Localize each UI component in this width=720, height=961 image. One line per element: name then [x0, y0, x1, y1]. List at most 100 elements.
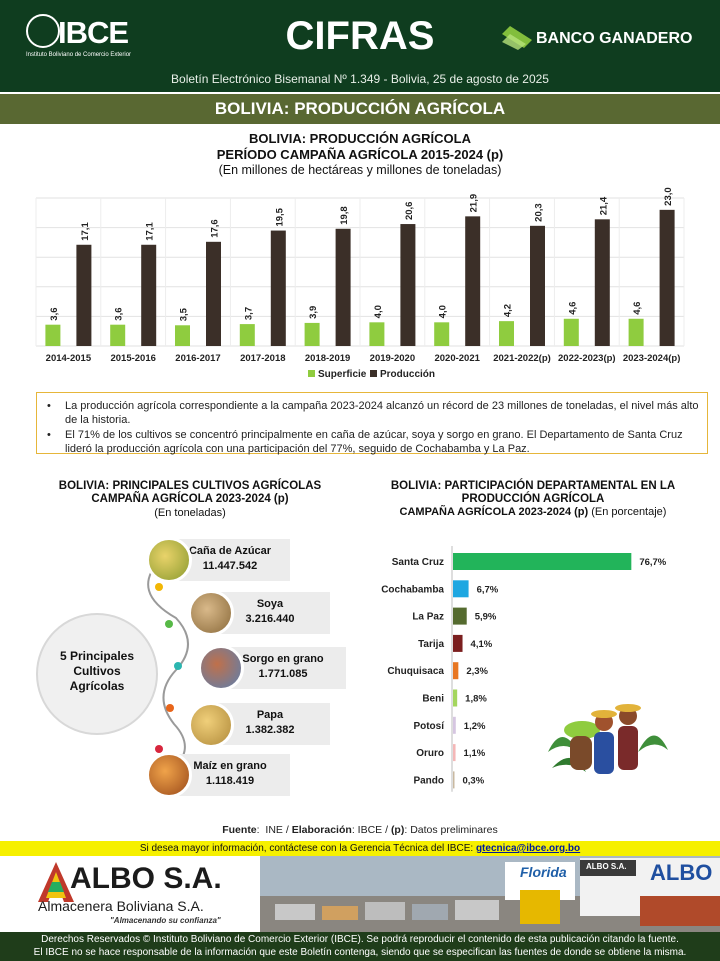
bar-produccion: [465, 216, 481, 346]
crops-connector-curve: [147, 559, 189, 777]
albo-slogan: "Almacenando su confianza": [110, 916, 221, 925]
x-tick-label: 2016-2017: [175, 353, 220, 364]
crop-dot: [174, 662, 182, 670]
legend-swatch: [370, 370, 377, 377]
source-line: Fuente: INE / Elaboración: IBCE / (p): D…: [222, 824, 498, 836]
elaboracion-label: Elaboración: [291, 824, 352, 836]
data-label: 17,1: [145, 222, 156, 241]
crop-value: 1.382.382: [245, 724, 295, 736]
dept-title-2: PRODUCCIÓN AGRÍCOLA: [461, 493, 605, 505]
crop-dot: [155, 583, 163, 591]
dept-label: Tarija: [418, 639, 444, 650]
data-label: 20,6: [404, 202, 415, 221]
data-label: 3,5: [179, 307, 190, 321]
crops-title-2: CAMPAÑA AGRÍCOLA 2023-2024 (p): [91, 493, 289, 505]
chart-title: BOLIVIA: PRODUCCIÓN AGRÍCOLA: [249, 131, 471, 146]
center-label-line: Agrícolas: [69, 679, 125, 693]
crop-name: Caña de Azúcar: [188, 545, 272, 557]
data-label: 19,8: [339, 206, 350, 225]
sorghum-icon: [198, 645, 244, 691]
x-tick-label: 2019-2020: [370, 353, 415, 364]
data-label: 4,6: [632, 302, 643, 315]
dept-value-label: 1,2%: [464, 721, 486, 732]
dept-bar: [453, 553, 632, 570]
data-label: 3,6: [49, 307, 60, 320]
x-tick-label: 2014-2015: [46, 353, 92, 364]
bar-superficie: [110, 324, 126, 346]
banco-ganadero-logo: BANCO GANADERO: [500, 26, 700, 52]
note-item: El 71% de los cultivos se concentró prin…: [45, 428, 699, 456]
department-bar-chart: Santa Cruz 76,7% Cochabamba 6,7% La Paz 5,9% T…: [381, 546, 667, 792]
data-label: 3,7: [243, 307, 254, 320]
dept-bar: [453, 716, 456, 734]
data-label: 17,1: [80, 222, 91, 241]
dept-label: Beni: [422, 694, 444, 705]
bank-stripes-icon: [502, 26, 532, 50]
legend-swatch: [308, 370, 315, 377]
production-bar-chart: 3,6 17,1 2014-2015 3,6 17,1 2015-2016 3,5 17,6 2…: [35, 187, 685, 380]
bar-produccion: [530, 225, 545, 346]
dept-label: Santa Cruz: [392, 557, 444, 568]
chart-subtitle: PERÍODO CAMPAÑA AGRÍCOLA 2015-2024 (p): [216, 147, 504, 162]
crop-dot: [155, 745, 163, 753]
x-tick-label: 2023-2024(p): [623, 353, 681, 364]
data-label: 19,5: [274, 207, 285, 226]
fuente-label: Fuente: [222, 824, 257, 836]
data-label: 3,6: [114, 307, 125, 320]
dept-label: Cochabamba: [381, 584, 444, 595]
dept-bar: [453, 580, 469, 598]
legal-footer: Derechos Reservados © Instituto Bolivian…: [0, 932, 720, 961]
section-title: BOLIVIA: PRODUCCIÓN AGRÍCOLA: [214, 99, 506, 118]
page-header: IBCE Instituto Boliviano de Comercio Ext…: [0, 0, 720, 92]
soybean-icon: [188, 590, 234, 636]
bar-produccion: [206, 241, 221, 346]
crops-title-1: BOLIVIA: PRINCIPALES CULTIVOS AGRÍCOLAS: [58, 480, 322, 492]
banner-background: [0, 856, 720, 932]
sugarcane-icon: [146, 537, 192, 583]
dept-bar: [453, 744, 456, 762]
fuente-value: INE: [265, 824, 283, 836]
email-link[interactable]: gtecnica@ibce.org.bo: [475, 843, 581, 854]
albo-logo-icon: [38, 862, 74, 902]
crops-center-circle: 5 Principales Cultivos Agrícolas: [36, 613, 158, 735]
data-label: 4,6: [567, 302, 578, 315]
dept-value-label: 2,3%: [466, 666, 488, 677]
ibce-logo-subtitle: Instituto Boliviano de Comercio Exterior: [26, 52, 132, 58]
crop-dot: [165, 620, 173, 628]
dept-label: Oruro: [416, 748, 444, 759]
farmers-illustration: [548, 704, 668, 774]
x-tick-label: 2018-2019: [305, 353, 350, 364]
dept-title-3-row: CAMPAÑA AGRÍCOLA 2023-2024 (p) (En porce…: [368, 506, 698, 519]
dept-label: La Paz: [412, 612, 444, 623]
dept-value-label: 6,7%: [477, 584, 499, 595]
crops-unit: (En toneladas): [154, 507, 226, 519]
dept-unit: (En porcentaje): [591, 506, 667, 518]
potato-icon: [188, 702, 234, 748]
section-title-band: BOLIVIA: PRODUCCIÓN AGRÍCOLA: [0, 94, 720, 124]
bar-superficie: [563, 318, 579, 346]
bar-superficie: [628, 318, 644, 346]
x-tick-label: 2022-2023(p): [558, 353, 616, 364]
globe-icon: [26, 14, 60, 48]
dept-bar: [453, 607, 467, 625]
data-label: 20,3: [534, 203, 545, 222]
legal-line: El IBCE no se hace responsable de la inf…: [33, 947, 687, 958]
p-value: Datos preliminares: [410, 824, 498, 836]
dept-value-label: 0,3%: [463, 775, 485, 786]
x-tick-label: 2021-2022(p): [493, 353, 551, 364]
info-bar: Si desea mayor información, contáctese c…: [0, 841, 720, 856]
bar-superficie: [304, 322, 320, 346]
crop-value: 11.447.542: [202, 560, 258, 572]
dept-label: Pando: [413, 775, 444, 786]
dept-value-label: 1,8%: [465, 694, 487, 705]
bar-produccion: [270, 230, 286, 346]
data-label: 21,9: [469, 194, 480, 213]
legend-label: Producción: [380, 369, 435, 380]
x-tick-label: 2017-2018: [240, 353, 285, 364]
albo-name: Almacenera Boliviana S.A.: [38, 898, 204, 914]
elaboracion-value: IBCE: [357, 824, 383, 836]
bar-produccion: [335, 228, 351, 346]
bar-superficie: [45, 324, 61, 346]
note-item: La producción agrícola correspondiente a…: [45, 399, 699, 427]
legal-line: Derechos Reservados © Instituto Bolivian…: [41, 934, 679, 945]
